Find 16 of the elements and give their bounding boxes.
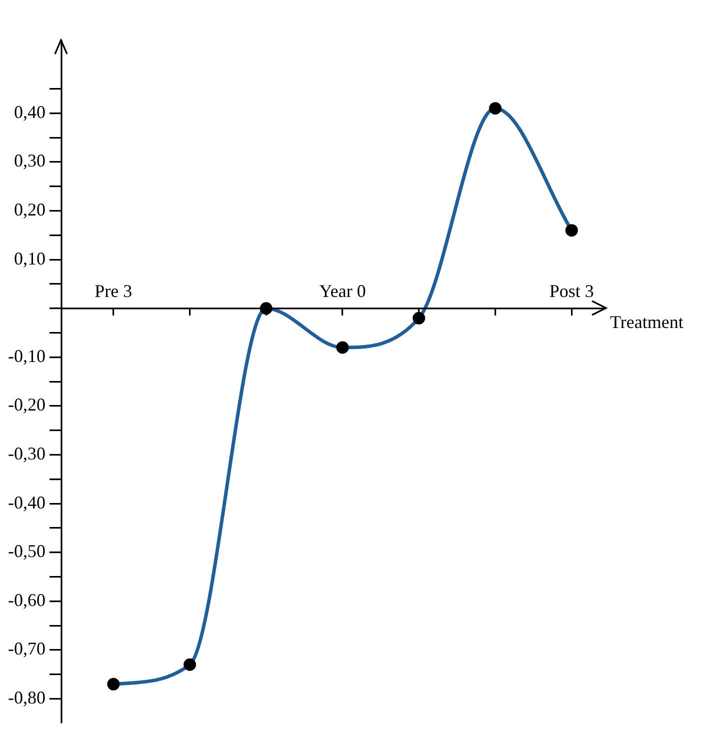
y-tick-label: -0,50 bbox=[8, 541, 46, 562]
x-tick-label: Year 0 bbox=[319, 280, 366, 301]
y-tick-label: -0,80 bbox=[8, 688, 46, 708]
y-tick-label: 0,30 bbox=[14, 150, 46, 171]
y-tick-label: -0,70 bbox=[8, 638, 46, 659]
x-tick-label: Pre 3 bbox=[94, 280, 132, 301]
y-tick-label: 0,40 bbox=[14, 102, 46, 122]
y-tick-label: 0,10 bbox=[14, 248, 46, 268]
y-tick-label: 0,20 bbox=[14, 200, 46, 220]
x-axis-title: Treatment bbox=[610, 312, 684, 332]
y-tick-label: -0,10 bbox=[8, 346, 46, 366]
y-tick-label: -0,20 bbox=[8, 394, 46, 415]
y-tick-label: -0,60 bbox=[8, 590, 46, 610]
x-tick-label: Post 3 bbox=[549, 280, 594, 301]
y-tick-label: -0,40 bbox=[8, 492, 46, 512]
y-tick-label: -0,30 bbox=[8, 444, 46, 464]
